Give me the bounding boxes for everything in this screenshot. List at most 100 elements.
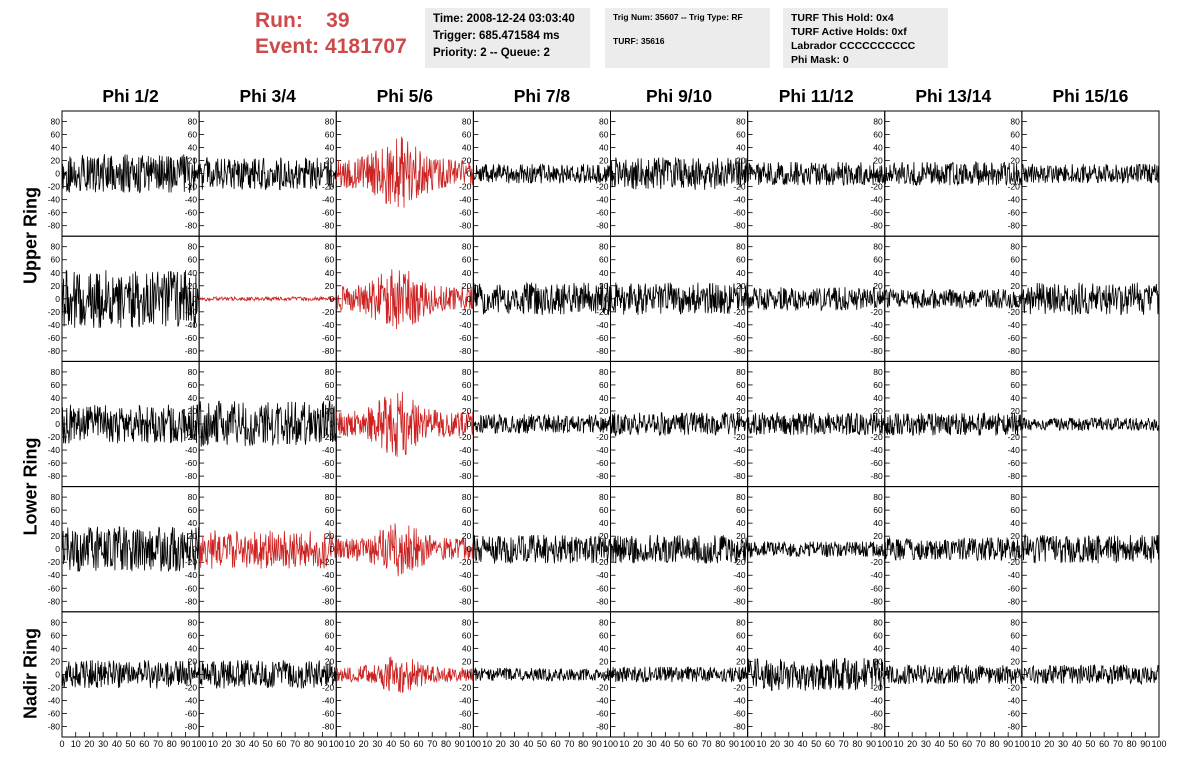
y-tick-label: -80 [185, 471, 198, 481]
waveform-panel: -80 -60 -40 -20 0 20 40 60 80 [48, 486, 200, 613]
y-tick-label: -40 [1008, 320, 1021, 330]
y-tick-label: 40 [736, 393, 746, 403]
y-tick-label: -40 [185, 195, 198, 205]
y-tick-label: 40 [736, 518, 746, 528]
y-tick-label: -20 [1008, 557, 1021, 567]
y-tick-label: 80 [1010, 117, 1020, 127]
y-tick-label: -80 [48, 346, 61, 356]
y-tick-label: 20 [462, 531, 472, 541]
waveform-panel: -80 -60 -40 -20 0 20 40 60 80 [870, 360, 1023, 488]
y-tick-label: -60 [185, 583, 198, 593]
y-tick-label: -40 [870, 445, 883, 455]
y-tick-label: 40 [736, 143, 746, 153]
waveform-panel: -80 -60 -40 -20 0 20 40 60 80 [185, 235, 337, 362]
y-tick-label: 20 [1010, 531, 1020, 541]
x-tick-label: 70 [427, 739, 437, 749]
run-label: Run: [255, 9, 303, 32]
x-tick-label: 60 [825, 739, 835, 749]
waveform-trace [747, 161, 886, 187]
y-tick-label: 60 [462, 255, 472, 265]
y-tick-label: -40 [733, 195, 746, 205]
y-tick-label: -60 [322, 583, 335, 593]
y-tick-label: 40 [1010, 643, 1020, 653]
y-tick-label: 20 [736, 156, 746, 166]
waveform-trace [61, 404, 200, 444]
y-tick-label: -60 [870, 708, 883, 718]
y-tick-label: -40 [733, 570, 746, 580]
y-tick-label: -20 [733, 182, 746, 192]
y-tick-label: 80 [51, 367, 61, 377]
y-tick-label: 80 [462, 242, 472, 252]
y-tick-label: -80 [459, 346, 472, 356]
y-tick-label: 0 [467, 669, 472, 679]
x-tick-label: 90 [318, 739, 328, 749]
y-tick-label: 20 [51, 531, 61, 541]
y-tick-label: -80 [185, 721, 198, 731]
waveform-trace [884, 161, 1023, 187]
y-tick-label: -60 [733, 333, 746, 343]
x-tick-label: 40 [1072, 739, 1082, 749]
y-tick-label: 20 [51, 156, 61, 166]
y-tick-label: -20 [733, 557, 746, 567]
y-tick-label: 80 [1010, 367, 1020, 377]
y-tick-label: 60 [1010, 380, 1020, 390]
y-tick-label: 20 [599, 281, 609, 291]
y-tick-label: 20 [599, 531, 609, 541]
event-value: 4181707 [325, 35, 407, 58]
y-tick-label: 0 [55, 169, 60, 179]
y-tick-label: 60 [188, 505, 198, 515]
waveform-panel: -80 -60 -40 -20 0 20 40 60 80 [733, 110, 886, 237]
y-tick-label: -60 [185, 708, 198, 718]
x-tick-label: 70 [1113, 739, 1123, 749]
event-label: Event: [255, 35, 320, 58]
waveform-panel: -80 -60 -40 -20 0 20 40 60 80 [596, 235, 749, 362]
waveform-trace [747, 541, 886, 559]
turf-line: TURF: 35616 [613, 36, 665, 46]
y-tick-label: 20 [462, 281, 472, 291]
x-tick-label: 80 [989, 739, 999, 749]
waveform-trace [61, 660, 200, 689]
waveform-trace [610, 157, 748, 190]
x-tick-label: 80 [852, 739, 862, 749]
y-tick-label: -40 [596, 445, 609, 455]
y-tick-label: -20 [185, 557, 198, 567]
x-tick-label: 30 [235, 739, 245, 749]
y-tick-label: -60 [1008, 333, 1021, 343]
column-header: Phi 5/6 [376, 86, 434, 106]
y-tick-label: 60 [1010, 130, 1020, 140]
waveform-trace [610, 666, 748, 683]
y-tick-label: -40 [48, 695, 61, 705]
y-tick-label: 0 [1015, 294, 1020, 304]
y-tick-label: -40 [870, 320, 883, 330]
y-tick-label: 0 [1015, 669, 1020, 679]
y-tick-label: 80 [51, 617, 61, 627]
y-tick-label: 60 [51, 505, 61, 515]
waveform-panel: -80 -60 -40 -20 0 20 40 60 80 [322, 235, 474, 362]
x-tick-label: 50 [537, 739, 547, 749]
waveform-trace [61, 269, 200, 328]
y-tick-label: -20 [459, 432, 472, 442]
y-tick-label: -80 [596, 471, 609, 481]
y-tick-label: 0 [55, 419, 60, 429]
y-tick-label: 20 [873, 281, 883, 291]
x-tick-label: 60 [414, 739, 424, 749]
y-tick-label: -20 [870, 182, 883, 192]
y-tick-label: 20 [462, 656, 472, 666]
column-header: Phi 3/4 [239, 86, 296, 106]
waveform-trace [335, 391, 474, 457]
y-tick-label: -40 [733, 695, 746, 705]
waveform-trace [198, 157, 337, 191]
run-event-header: Run: 39 Event: 4181707 [255, 8, 407, 60]
y-tick-label: 60 [51, 380, 61, 390]
x-tick-label: 20 [222, 739, 232, 749]
y-tick-label: -80 [185, 221, 198, 231]
priority-line: Priority: 2 -- Queue: 2 [433, 47, 550, 59]
y-tick-label: 40 [462, 268, 472, 278]
y-tick-label: -80 [733, 471, 746, 481]
waveform-trace [1021, 663, 1160, 686]
y-tick-label: -20 [185, 682, 198, 692]
y-tick-label: -60 [459, 708, 472, 718]
y-tick-label: 0 [741, 294, 746, 304]
waveform-panel: -80 -60 -40 -20 0 20 40 60 80 [459, 235, 611, 362]
